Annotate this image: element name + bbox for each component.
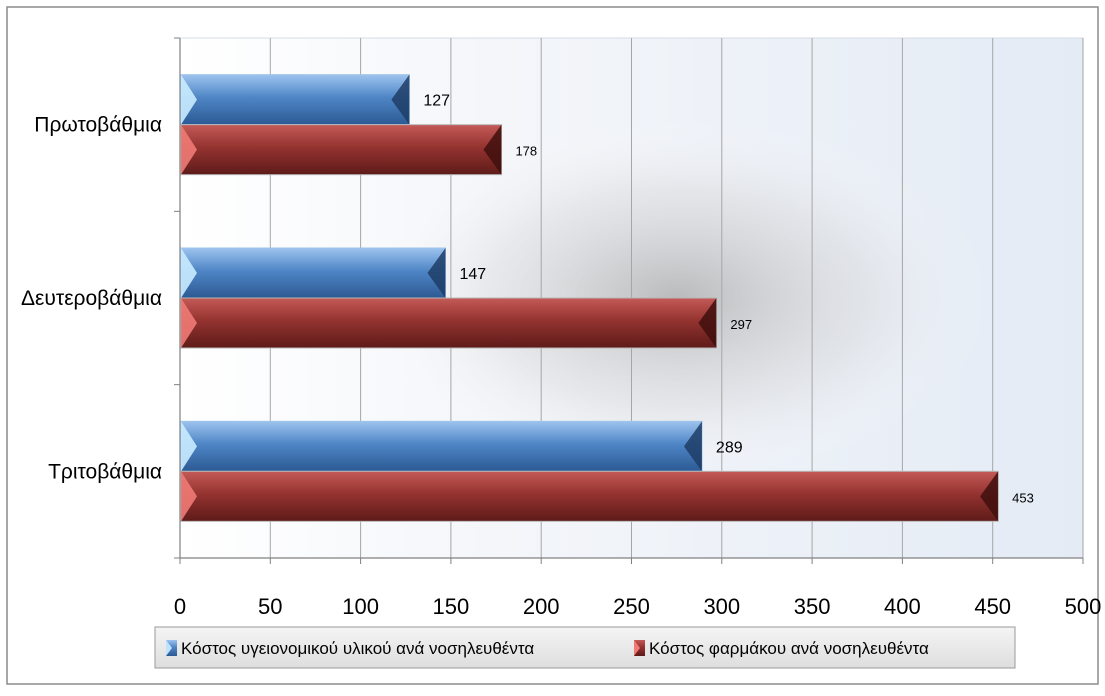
data-label: 289 bbox=[716, 439, 743, 456]
bar-bevel-left bbox=[181, 124, 197, 175]
bar-series-2-bar bbox=[180, 297, 717, 349]
y-category-label: Δευτεροβάθμια bbox=[21, 287, 162, 310]
x-tick-label: 50 bbox=[258, 594, 282, 619]
bar-series-1-bar bbox=[180, 74, 410, 126]
bar-bevel-left bbox=[181, 74, 197, 125]
x-tick-label: 250 bbox=[613, 594, 650, 619]
data-label: 127 bbox=[423, 93, 450, 110]
bar-end-cap bbox=[391, 74, 410, 125]
x-tick-label: 350 bbox=[794, 594, 831, 619]
data-label: 178 bbox=[515, 144, 537, 159]
bar-bevel-left bbox=[181, 248, 197, 298]
bar-bevel-left bbox=[181, 421, 197, 472]
bar-bevel-left bbox=[181, 298, 197, 348]
bar-end-cap bbox=[483, 124, 502, 175]
legend-item-series-2: Κόστος φαρμάκου ανά νοσηλευθέντα bbox=[634, 639, 929, 658]
data-label: 297 bbox=[730, 317, 752, 332]
x-tick-label: 200 bbox=[523, 594, 560, 619]
x-tick-label: 150 bbox=[433, 594, 470, 619]
bar-series-1-bar bbox=[180, 247, 446, 299]
legend: Κόστος υγειονομικού υλικού ανά νοσηλευθέ… bbox=[154, 626, 1016, 669]
legend-swatch-blue-bevel bbox=[166, 640, 172, 656]
bar-series-2-bar bbox=[180, 470, 999, 522]
x-tick-label: 450 bbox=[974, 594, 1011, 619]
x-tick-label: 100 bbox=[342, 594, 379, 619]
bar-end-cap bbox=[980, 471, 999, 522]
legend-item-series-1: Κόστος υγειονομικού υλικού ανά νοσηλευθέ… bbox=[166, 639, 534, 658]
bar-series-2-bar bbox=[180, 124, 502, 176]
y-category-label: Πρωτοβάθμια bbox=[34, 114, 162, 137]
bar-end-cap bbox=[683, 421, 702, 472]
bar-bevel-left bbox=[181, 471, 197, 522]
legend-box bbox=[154, 626, 1016, 669]
x-tick-label: 300 bbox=[703, 594, 740, 619]
x-tick-label: 0 bbox=[174, 594, 186, 619]
bar-end-cap bbox=[698, 298, 717, 348]
x-tick-label: 500 bbox=[1065, 594, 1102, 619]
data-label: 453 bbox=[1012, 490, 1034, 505]
bar-end-cap bbox=[427, 248, 446, 298]
x-tick-label: 400 bbox=[884, 594, 921, 619]
legend-swatch-red-bevel bbox=[634, 640, 640, 656]
bar-series-1-bar bbox=[180, 420, 703, 472]
data-label: 147 bbox=[459, 266, 486, 283]
legend-label-series-1: Κόστος υγειονομικού υλικού ανά νοσηλευθέ… bbox=[181, 639, 534, 658]
legend-label-series-2: Κόστος φαρμάκου ανά νοσηλευθέντα bbox=[649, 639, 929, 658]
y-category-label: Τριτοβάθμια bbox=[48, 460, 162, 483]
